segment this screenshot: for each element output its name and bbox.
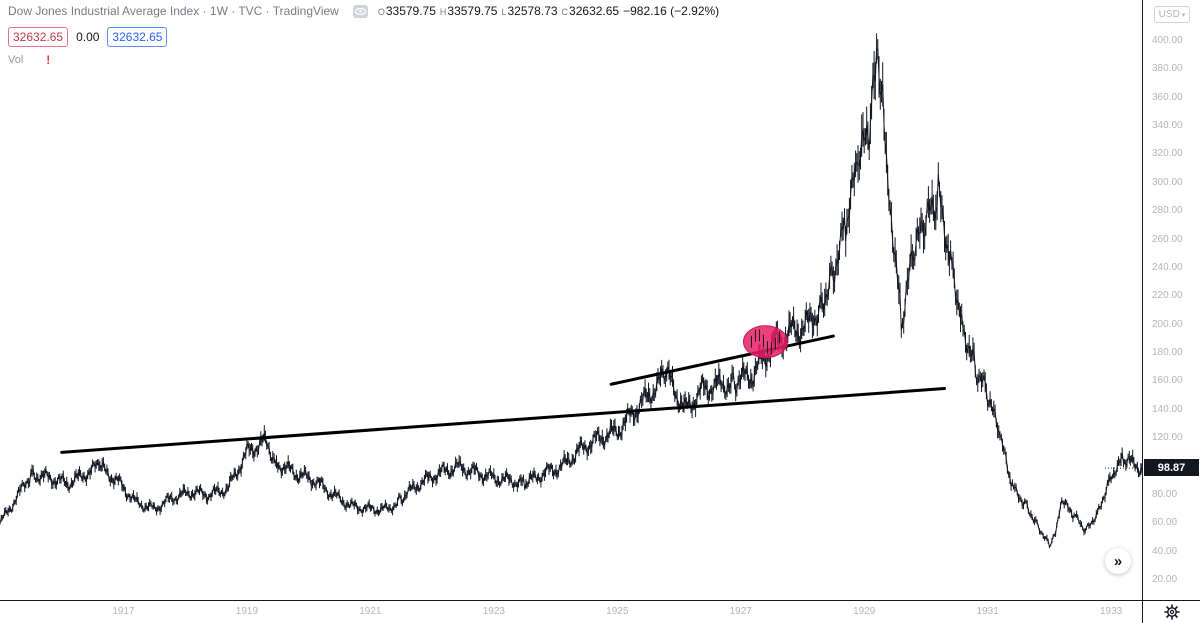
chart-area[interactable] [0,0,1142,600]
price-box-red[interactable]: 32632.65 [8,27,69,47]
price-tick: 380.00 [1152,63,1183,75]
gear-icon [1164,604,1180,620]
time-tick: 1929 [853,606,876,617]
settings-button[interactable] [1142,600,1200,623]
price-tick: 260.00 [1152,233,1183,245]
price-tick: 80.00 [1152,488,1178,500]
price-tick: 60.00 [1152,517,1178,529]
price-bar-ranges [0,33,1142,549]
scroll-to-realtime-button[interactable]: » [1105,548,1131,574]
price-tick: 280.00 [1152,205,1183,217]
ohlc-low: L32578.73 [501,4,558,18]
highlight-inner-bars [750,329,780,355]
currency-dropdown[interactable]: USD ▾ [1154,6,1190,23]
price-box-blue[interactable]: 32632.65 [107,27,168,47]
time-tick: 1917 [112,606,135,617]
price-tick: 340.00 [1152,120,1183,132]
price-tick: 400.00 [1152,35,1183,46]
price-series-line [0,47,1142,548]
time-tick: 1933 [1100,606,1123,617]
time-tick: 1919 [235,606,259,617]
legend-header: Dow Jones Industrial Average Index · 1W … [8,4,723,18]
price-tick: 40.00 [1152,545,1178,557]
price-axis[interactable]: USD ▾ 400.00 380.00 360.00 340.00 320.00 300.… [1142,0,1200,600]
time-tick: 1931 [976,606,999,617]
legend-values: 32632.65 0.00 32632.65 [8,27,168,47]
price-tick: 160.00 [1152,375,1183,387]
time-tick: 1921 [359,606,382,617]
volume-legend[interactable]: Vol ! [8,53,55,67]
price-tick: 200.00 [1152,318,1183,330]
time-tick: 1925 [606,606,629,617]
time-tick: 1923 [482,606,505,617]
chart-title: Dow Jones Industrial Average Index · 1W … [8,4,339,18]
currency-label: USD [1158,9,1180,20]
price-tick: 20.00 [1152,574,1178,585]
time-tick: 1927 [729,606,752,617]
ohlc-open: O33579.75 [377,4,436,18]
eye-icon[interactable] [352,4,368,18]
price-tick: 220.00 [1152,290,1183,302]
price-tick: 320.00 [1152,148,1183,160]
highlight-ellipse[interactable] [742,325,788,359]
trendline-1[interactable] [609,334,835,386]
time-axis[interactable]: 1917 1919 1921 1923 1925 1927 1929 1931 1933 [0,600,1142,623]
price-tick: 180.00 [1152,347,1183,359]
trendline-0[interactable] [60,387,946,454]
price-tick: 120.00 [1152,432,1183,444]
ohlc-change: −982.16 (−2.92%) [623,4,720,18]
double-chevron-right-icon: » [1113,552,1123,570]
price-tick: 360.00 [1152,91,1183,103]
price-tick: 140.00 [1152,403,1183,415]
price-bars [0,33,1142,549]
price-chart[interactable] [0,0,1142,600]
price-tick: 300.00 [1152,176,1183,188]
warning-icon[interactable]: ! [46,53,51,67]
chevron-down-icon: ▾ [1181,11,1186,19]
last-price-label: 98.87 [1144,459,1199,476]
price-tick: 240.00 [1152,261,1183,273]
zero-value: 0.00 [76,30,100,44]
ohlc-high: H33579.75 [439,4,498,18]
ohlc-close: C32632.65 [561,4,620,18]
volume-label: Vol [8,54,24,66]
